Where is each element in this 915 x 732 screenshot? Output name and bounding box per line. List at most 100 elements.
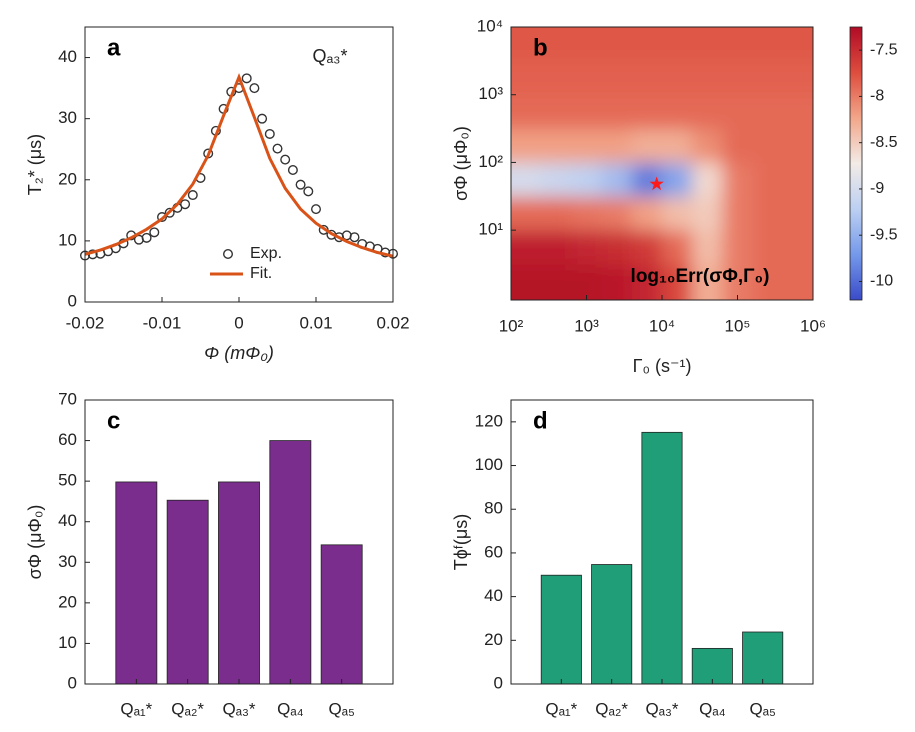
heatmap-cells: [511, 27, 813, 300]
heat-cell: [511, 128, 542, 163]
y-tick-label: 10⁴: [477, 16, 503, 35]
heat-cell: [722, 128, 754, 163]
heat-cell: [692, 230, 724, 265]
heat-cell: [571, 94, 603, 130]
bar: [591, 564, 633, 685]
y-tick-label: 20: [484, 630, 503, 649]
panel-label: a: [107, 34, 121, 61]
heat-cell: [722, 94, 754, 130]
colorbar-tick-label: -9.5: [870, 226, 898, 243]
heat-cell: [722, 162, 754, 197]
heat-cell: [692, 162, 724, 197]
heat-cell: [571, 128, 603, 163]
heat-cell: [601, 27, 633, 62]
heat-cell: [661, 94, 693, 130]
heat-cell: [511, 264, 542, 300]
heat-cell: [631, 230, 663, 265]
data-point: [272, 143, 283, 154]
heat-cell: [722, 27, 754, 62]
heat-cell: [661, 230, 693, 265]
data-point: [311, 204, 322, 215]
y-tick-label: 0: [68, 291, 77, 310]
y-tick-label: 70: [58, 389, 77, 408]
x-tick-label: 0.02: [376, 313, 409, 332]
data-point: [257, 113, 268, 124]
heat-cell: [571, 264, 603, 300]
heat-cell: [782, 60, 813, 96]
heat-cell: [571, 162, 603, 197]
x-tick-label: 0: [234, 313, 243, 332]
x-tick-label: Qₐ₅: [328, 699, 354, 718]
colorbar-tick-label: -7.5: [870, 41, 898, 58]
y-tick-label: 60: [58, 430, 77, 449]
x-tick-label: Qₐ₅: [749, 699, 775, 718]
panel: Qₐ₁* Qₐ₂* Qₐ₃* Qₐ₄ Qₐ₅ 0 20 40 60 80 100 120 Tϕᶠ(μs)…: [451, 399, 814, 718]
data-point: [295, 179, 306, 190]
colorbar-tick-label: -10: [870, 273, 893, 290]
x-tick-label: 10³: [574, 316, 599, 335]
y-tick-label: 60: [484, 542, 503, 561]
y-axis-label: σΦ (μΦ₀): [25, 505, 45, 580]
heat-cell: [541, 230, 573, 265]
heat-cell: [752, 196, 784, 231]
heat-cell: [601, 230, 633, 265]
x-tick-label: 10⁵: [725, 316, 751, 335]
heat-cell: [511, 196, 542, 231]
heat-cell: [541, 27, 573, 62]
optimum-marker: [649, 176, 664, 191]
heat-cell: [752, 264, 784, 300]
heat-cell: [661, 60, 693, 96]
y-tick-label: 10: [58, 633, 77, 652]
heat-cell: [692, 27, 724, 62]
y-tick-label: 30: [58, 552, 77, 571]
heat-cell: [722, 60, 754, 96]
panel-label: b: [533, 34, 548, 61]
x-tick-label: -0.01: [143, 313, 182, 332]
x-tick-label: 10⁴: [649, 316, 675, 335]
heat-cell: [601, 128, 633, 163]
bar: [166, 499, 209, 685]
bar: [269, 440, 312, 685]
panel: -10 -9.5 -9 -8.5 -8 -7.5 10² 10³ 10⁴ 10⁵ 10⁶ log₁₀E…: [451, 16, 898, 375]
x-tick-label: Qₐ₁*: [545, 699, 577, 718]
heat-cell: [511, 60, 542, 96]
heat-cell: [541, 162, 573, 197]
heat-cell: [541, 196, 573, 231]
heat-cell: [782, 264, 813, 300]
heat-cell: [722, 230, 754, 265]
bar: [641, 431, 683, 685]
data-point: [349, 232, 360, 243]
heat-cell: [541, 60, 573, 96]
axes-box: [510, 26, 814, 301]
y-tick-label: 20: [58, 592, 77, 611]
x-tick-label: Qₐ₃*: [645, 699, 678, 718]
panel-label: d: [533, 407, 548, 434]
x-tick-label: Qₐ₄: [277, 699, 304, 718]
legend-label: Exp.: [250, 245, 282, 262]
x-tick-label: 0.01: [299, 313, 332, 332]
data-point: [249, 83, 260, 94]
heat-cell: [782, 128, 813, 163]
annotation: Qₐ₃*: [312, 46, 347, 66]
heat-cell: [571, 27, 603, 62]
y-tick-label: 120: [475, 411, 503, 430]
heat-cell: [752, 60, 784, 96]
heat-cell: [601, 264, 633, 300]
heat-cell: [511, 162, 542, 197]
heat-cell: [692, 196, 724, 231]
bar: [115, 481, 158, 685]
heat-cell: [631, 264, 663, 300]
heat-cell: [631, 196, 663, 231]
y-tick-label: 40: [58, 47, 77, 66]
heat-cell: [692, 264, 724, 300]
y-tick-label: 40: [484, 586, 503, 605]
heat-cell: [752, 230, 784, 265]
legend-label: Fit.: [250, 265, 272, 282]
heat-cell: [752, 128, 784, 163]
heat-cell: [752, 27, 784, 62]
bar: [540, 574, 582, 685]
data-point: [180, 199, 191, 210]
heat-cell: [631, 94, 663, 130]
heat-cell: [541, 264, 573, 300]
